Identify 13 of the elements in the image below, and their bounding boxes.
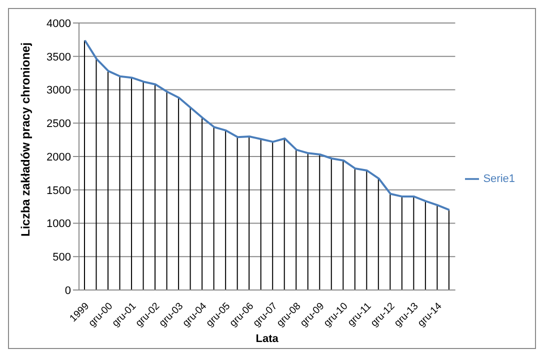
y-tick-label: 1000: [46, 218, 71, 230]
y-tick-label: 2000: [46, 151, 71, 164]
x-axis-title: Lata: [256, 333, 280, 345]
y-tick-label: 3500: [46, 51, 71, 64]
y-tick-label: 3000: [46, 84, 71, 97]
y-tick-label: 0: [64, 284, 71, 297]
y-axis-title: Liczba zakładów pracy chronionej: [18, 42, 32, 236]
y-tick-label: 500: [52, 252, 71, 264]
y-tick-label: 4000: [46, 18, 71, 30]
y-tick-label: 2500: [46, 118, 71, 130]
y-tick-label: 1500: [46, 184, 71, 197]
line-series: [84, 39, 450, 211]
legend-label: Serie1: [483, 172, 515, 184]
